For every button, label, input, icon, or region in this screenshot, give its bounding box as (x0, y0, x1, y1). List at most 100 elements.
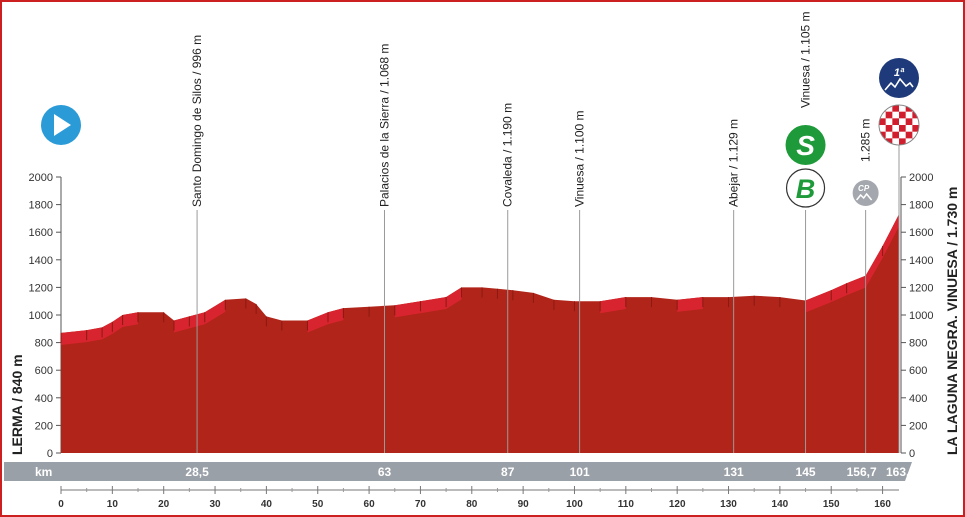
y-tick-label-left-1600: 1600 (29, 227, 53, 239)
profile-climb-segment-3 (112, 315, 123, 334)
checkered-flag-square (912, 125, 919, 132)
profile-climb-segment-7 (173, 316, 190, 333)
sprint-icon-letter: S (796, 130, 815, 161)
checkered-flag-square (912, 111, 919, 119)
x-tick-label-120: 120 (669, 499, 686, 510)
x-tick-label-60: 60 (364, 499, 376, 510)
x-tick-label-130: 130 (720, 499, 737, 510)
y-tick-label-right-1000: 1000 (909, 310, 933, 322)
profile-climb-segment-1 (86, 327, 103, 343)
waypoint-label-4: Abejar / 1.129 m (727, 119, 741, 207)
y-tick-label-left-800: 800 (35, 338, 53, 350)
y-tick-label-left-1400: 1400 (29, 255, 53, 267)
y-tick-label-right-400: 400 (909, 393, 927, 405)
x-tick-label-160: 160 (874, 499, 891, 510)
profile-climb-segment-21 (446, 287, 462, 310)
checkered-flag-square (879, 131, 886, 139)
checkered-flag-square (899, 111, 906, 119)
x-tick-label-140: 140 (772, 499, 789, 510)
profile-climb-segment-0 (61, 330, 87, 345)
y-tick-label-right-0: 0 (909, 448, 915, 460)
y-tick-label-right-1800: 1800 (909, 200, 933, 212)
y-axis-right: 0 200 400 600 800 1000 1200 1400 1600 1800 2000 (900, 172, 933, 460)
profile-climb-segment-39 (846, 275, 866, 296)
checkered-flag-square (905, 118, 913, 126)
checkered-flag-square (899, 125, 906, 132)
play-icon (41, 105, 81, 145)
y-tick-label-right-1600: 1600 (909, 227, 933, 239)
profile-climb-segment-19 (394, 301, 421, 318)
y-tick-label-right-200: 200 (909, 420, 927, 432)
start-label: LERMA / 840 m (9, 354, 25, 455)
waypoint-lines (196, 143, 900, 453)
bonus-icon-letter: B (796, 174, 816, 204)
climb-3-icon-mountain (856, 192, 873, 201)
x-tick-label-70: 70 (415, 499, 427, 510)
km-band-value-7: 163,2 (886, 465, 916, 479)
profile-layer (60, 214, 899, 453)
checkered-flag-square (892, 131, 900, 139)
waypoint-label-5: Vinuesa / 1.105 m (799, 11, 813, 108)
x-tick-label-10: 10 (107, 499, 119, 510)
profile-climb-segment-9 (204, 299, 226, 325)
km-band-value-4: 131 (724, 465, 744, 479)
x-tick-label-80: 80 (466, 499, 478, 510)
climb-1-icon: 1ª (879, 58, 919, 98)
climb-1-icon-circle (879, 58, 919, 98)
profile-climb-segment-2 (102, 321, 113, 340)
waypoint-label-1: Palacios de la Sierra / 1.068 m (377, 44, 391, 207)
waypoint-label-2: Covaleda / 1.190 m (501, 103, 515, 207)
checkered-flag-square (892, 105, 900, 112)
icons-layer: SB CP 1ª (41, 58, 920, 208)
sprint-icon: S (785, 125, 826, 165)
profile-climb-segment-29 (600, 297, 626, 314)
km-band-label: km (35, 465, 52, 479)
climb-3-icon: CP (852, 180, 879, 206)
y-tick-label-left-400: 400 (35, 393, 53, 405)
checkered-flag-square (885, 111, 893, 119)
checkered-flag-ring (878, 104, 920, 146)
profile-climb-segment-4 (122, 312, 139, 327)
km-band: km 28,5 63 87 101 131 145 156,7 163,2 (4, 462, 916, 481)
x-tick-label-0: 0 (58, 499, 64, 510)
x-tick-label-90: 90 (518, 499, 530, 510)
x-tick-label-40: 40 (261, 499, 273, 510)
checkered-flag-square (905, 131, 913, 139)
waypoint-label-3: Vinuesa / 1.100 m (573, 110, 587, 207)
profile-climb-segment-40 (865, 246, 883, 288)
checkered-flag-icon (878, 104, 920, 146)
x-tick-label-30: 30 (209, 499, 221, 510)
y-tick-label-right-2000: 2000 (909, 172, 933, 184)
checkered-flag-square (905, 105, 913, 112)
profile-climb-segment-32 (677, 297, 703, 312)
profile-area (61, 214, 899, 453)
y-tick-label-left-0: 0 (47, 448, 53, 460)
km-band-value-3: 101 (570, 465, 590, 479)
waypoint-label-0: Santo Domingo de Silos / 996 m (190, 35, 204, 207)
km-band-value-0: 28,5 (185, 465, 209, 479)
y-tick-label-right-1200: 1200 (909, 282, 933, 294)
y-tick-label-left-2000: 2000 (29, 172, 53, 184)
y-tick-label-left-200: 200 (35, 420, 53, 432)
profile-climb-segment-41 (882, 214, 899, 258)
profile-climb-segment-20 (420, 297, 447, 314)
y-tick-label-right-600: 600 (909, 365, 927, 377)
y-axis-left: 0 200 400 600 800 1000 1200 1400 1600 1800 2000 (29, 172, 62, 460)
y-tick-label-left-600: 600 (35, 365, 53, 377)
play-icon-triangle (54, 114, 71, 136)
climb-1-icon-mountain (884, 77, 914, 91)
checkered-flag-square (885, 125, 893, 132)
profile-climb-segment-37 (805, 290, 832, 313)
finish-label: LA LAGUNA NEGRA. VINUESA / 1.730 m (944, 187, 960, 455)
y-tick-label-right-1400: 1400 (909, 255, 933, 267)
km-band-bar (4, 462, 912, 481)
x-tick-label-150: 150 (823, 499, 840, 510)
checkered-flag-square (879, 118, 886, 126)
y-tick-label-left-1000: 1000 (29, 310, 53, 322)
climb-1-icon-label: 1ª (894, 67, 905, 79)
km-band-value-1: 63 (378, 465, 392, 479)
checkered-flag-square (885, 138, 893, 145)
